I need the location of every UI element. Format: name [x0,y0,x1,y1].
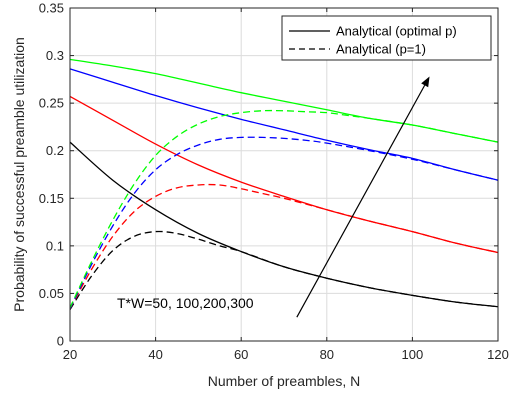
legend: Analytical (optimal p) Analytical (p=1) [281,15,492,61]
series-line-dashed-4 [69,230,499,310]
x-tick-label: 60 [234,347,248,362]
x-axis-ticks: 20 40 60 80 100 120 [63,8,509,362]
series-line-dashed-6 [69,136,499,309]
series-line-solid-3 [69,58,499,143]
series-line-dashed-7 [69,109,499,308]
y-tick-label: 0 [57,334,64,349]
x-tick-label: 20 [63,347,77,362]
annotation-arrow [296,84,426,318]
annotation-text: T*W=50, 100,200,300 [117,295,254,311]
y-tick-label: 0.25 [39,96,64,111]
plot-frame [69,7,499,342]
legend-entry-p1: Analytical (p=1) [336,42,426,57]
annotation: T*W=50, 100,200,300 [117,76,430,318]
y-axis-label: Probability of successful preamble utili… [11,37,27,312]
series-line-solid-0 [69,141,499,308]
series-line-dashed-5 [69,183,499,309]
legend-box [281,15,492,61]
legend-entry-optimal-p: Analytical (optimal p) [336,24,457,39]
series-group [69,58,499,310]
y-tick-label: 0.3 [46,48,64,63]
y-tick-label: 0.05 [39,286,64,301]
series-line-solid-1 [69,95,499,254]
x-tick-label: 40 [148,347,162,362]
x-tick-label: 80 [320,347,334,362]
x-tick-label: 100 [402,347,424,362]
annotation-arrow-head [421,76,430,88]
series-line-solid-2 [69,68,499,181]
y-tick-label: 0.1 [46,238,64,253]
y-tick-label: 0.2 [46,143,64,158]
y-tick-label: 0.35 [39,1,64,16]
x-tick-label: 120 [487,347,509,362]
y-axis-ticks: 0 0.05 0.1 0.15 0.2 0.25 0.3 0.35 [39,1,498,349]
y-tick-label: 0.15 [39,191,64,206]
x-axis-label: Number of preambles, N [208,373,361,389]
